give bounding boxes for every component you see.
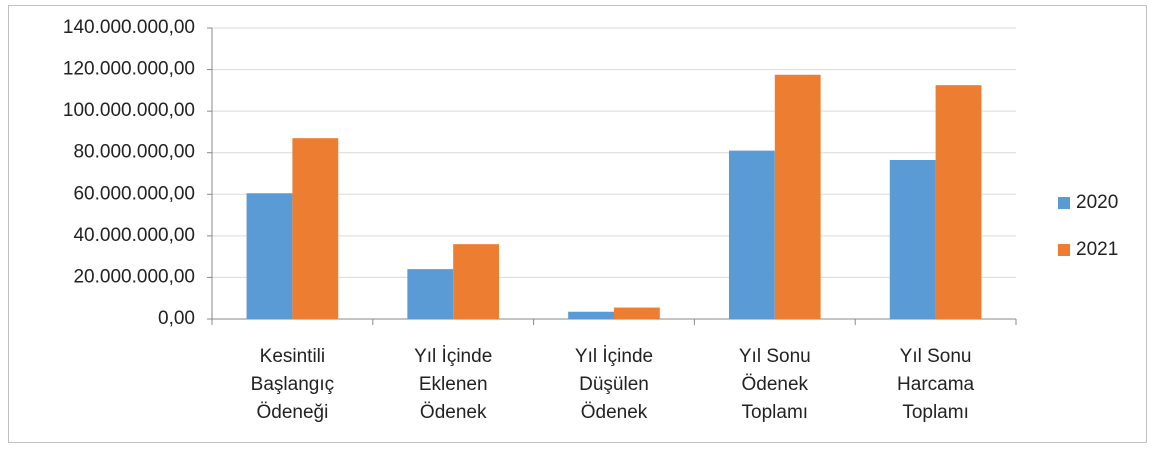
x-tick-label: Yıl Sonu Ödenek Toplamı (739, 346, 811, 423)
legend-swatch (1058, 197, 1070, 209)
bar (614, 307, 660, 319)
legend-label: 2021 (1076, 239, 1118, 260)
bar (889, 159, 936, 319)
y-tick-label: 140.000.000,00 (63, 17, 195, 38)
y-tick-label: 120.000.000,00 (63, 59, 195, 80)
x-tick-label: Kesintili Başlangıç Ödeneği (251, 346, 334, 423)
y-tick-label: 60.000.000,00 (73, 183, 195, 204)
legend-swatch (1058, 244, 1070, 256)
y-tick-label: 0,00 (158, 308, 195, 329)
y-tick-label: 20.000.000,00 (73, 266, 195, 287)
y-tick-label: 40.000.000,00 (73, 225, 195, 246)
bar (246, 193, 293, 319)
x-tick-label: Yıl İçinde Düşülen Ödenek (575, 346, 653, 423)
legend-label: 2020 (1076, 192, 1118, 213)
bar (935, 85, 982, 320)
bar (292, 138, 339, 319)
y-tick-label: 100.000.000,00 (63, 100, 195, 121)
y-tick-label: 80.000.000,00 (73, 142, 195, 163)
bar (407, 269, 454, 319)
bar (774, 74, 821, 320)
x-tick-label: Yıl Sonu Harcama Toplamı (897, 346, 975, 423)
bar (728, 150, 775, 319)
bar (568, 311, 614, 319)
bar (453, 244, 500, 319)
x-tick-label: Yıl İçinde Eklenen Ödenek (414, 346, 492, 423)
